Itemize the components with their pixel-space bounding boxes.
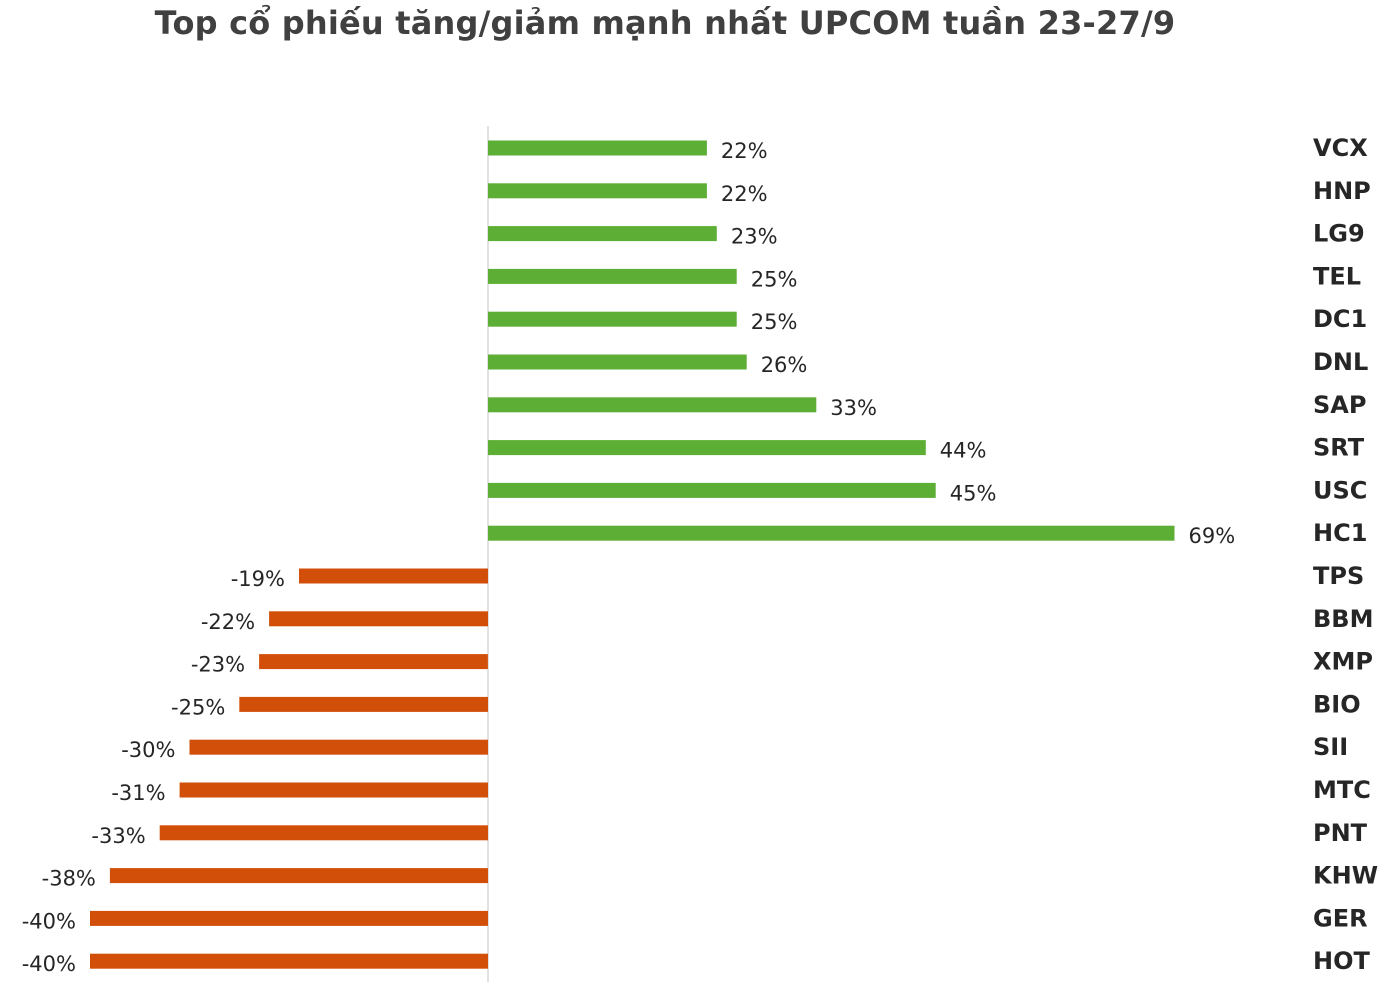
category-label-srt: SRT	[1313, 434, 1365, 462]
value-label-srt: 44%	[940, 439, 987, 463]
bar-hc1	[488, 525, 1175, 541]
bar-sap	[488, 397, 817, 413]
category-label-tel: TEL	[1313, 262, 1361, 290]
bar-dc1	[488, 311, 737, 327]
value-label-vcx: 22%	[721, 139, 768, 163]
bar-bbm	[269, 611, 488, 627]
bar-tps	[299, 568, 488, 584]
bar-ger	[90, 910, 488, 926]
value-label-xmp: -23%	[191, 653, 245, 677]
category-label-hc1: HC1	[1313, 519, 1367, 547]
value-label-bio: -25%	[171, 695, 225, 719]
bar-bio	[239, 696, 488, 712]
bar-xmp	[259, 654, 488, 670]
bar-mtc	[179, 782, 488, 798]
value-label-dnl: 26%	[761, 353, 808, 377]
bar-pnt	[159, 825, 488, 841]
category-label-dnl: DNL	[1313, 348, 1368, 376]
bar-tel	[488, 268, 737, 284]
value-label-sap: 33%	[830, 396, 877, 420]
category-label-pnt: PNT	[1313, 819, 1368, 847]
value-label-ger: -40%	[22, 909, 76, 933]
value-label-khw: -38%	[42, 867, 96, 891]
category-labels-group: VCX HNP LG9 TEL DC1 DNL SAP SRT USC HC1 TPS BBM XMP B…	[1313, 134, 1378, 975]
category-label-hot: HOT	[1313, 947, 1370, 975]
value-labels-group: 22% 22% 23% 25% 25% 26% 33% 44% 45% 69% -19% -22% -2…	[22, 139, 1235, 976]
bar-srt	[488, 440, 926, 456]
category-label-sii: SII	[1313, 733, 1348, 761]
category-label-bbm: BBM	[1313, 605, 1373, 633]
bar-sii	[189, 739, 488, 755]
bars-group	[90, 140, 1175, 969]
chart-title: Top cổ phiếu tăng/giảm mạnh nhất UPCOM t…	[154, 4, 1176, 42]
value-label-sii: -30%	[121, 738, 175, 762]
value-label-hot: -40%	[22, 952, 76, 976]
bar-hnp	[488, 183, 707, 199]
bar-dnl	[488, 354, 747, 370]
category-label-lg9: LG9	[1313, 220, 1365, 248]
value-label-usc: 45%	[950, 481, 997, 505]
category-label-khw: KHW	[1313, 862, 1378, 890]
value-label-lg9: 23%	[731, 225, 778, 249]
value-label-pnt: -33%	[91, 824, 145, 848]
category-label-ger: GER	[1313, 904, 1368, 932]
category-label-sap: SAP	[1313, 391, 1366, 419]
bar-hot	[90, 953, 488, 969]
value-label-tps: -19%	[231, 567, 285, 591]
value-label-bbm: -22%	[201, 610, 255, 634]
category-label-xmp: XMP	[1313, 648, 1373, 676]
value-label-dc1: 25%	[751, 310, 798, 334]
bar-lg9	[488, 226, 717, 242]
category-label-dc1: DC1	[1313, 305, 1367, 333]
category-label-usc: USC	[1313, 476, 1367, 504]
category-label-bio: BIO	[1313, 690, 1361, 718]
category-label-tps: TPS	[1313, 562, 1364, 590]
value-label-hnp: 22%	[721, 182, 768, 206]
value-label-hc1: 69%	[1189, 524, 1236, 548]
category-label-vcx: VCX	[1313, 134, 1368, 162]
value-label-tel: 25%	[751, 267, 798, 291]
bar-khw	[109, 868, 489, 884]
bar-vcx	[488, 140, 707, 156]
bar-usc	[488, 482, 936, 498]
category-label-hnp: HNP	[1313, 177, 1371, 205]
category-label-mtc: MTC	[1313, 776, 1371, 804]
value-label-mtc: -31%	[111, 781, 165, 805]
